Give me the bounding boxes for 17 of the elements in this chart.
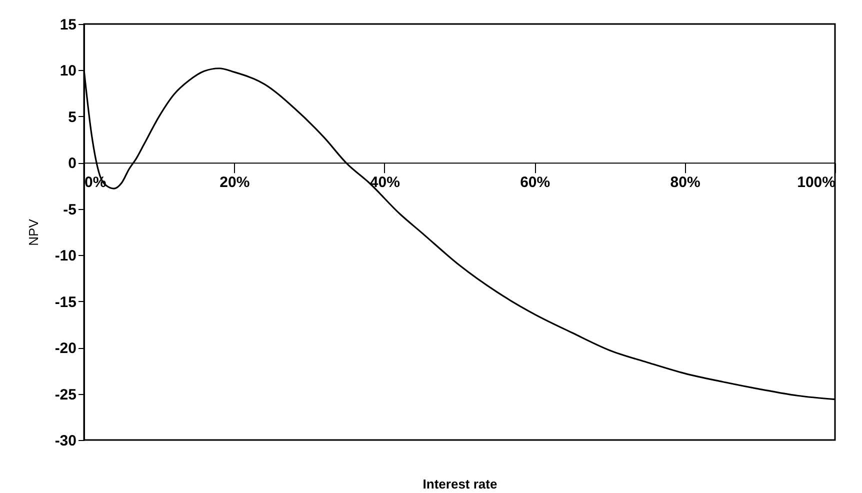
y-tick-label: -20 xyxy=(54,340,76,358)
y-axis-title: NPV xyxy=(26,218,41,246)
y-tick-label: -15 xyxy=(54,294,76,311)
x-tick-label: 40% xyxy=(370,174,400,192)
y-tick-label: 15 xyxy=(60,16,76,34)
y-tick-label: -30 xyxy=(54,432,76,450)
x-tick-label: 100% xyxy=(797,174,836,192)
y-tick-label: 0 xyxy=(68,155,76,172)
y-tick-label: 5 xyxy=(68,108,76,126)
y-tick-label: -10 xyxy=(54,248,76,265)
y-tick-label: -5 xyxy=(63,201,76,218)
x-tick-label: 80% xyxy=(670,174,700,192)
x-tick-label: 60% xyxy=(520,174,550,192)
y-tick-label: -25 xyxy=(54,386,76,404)
y-tick-label: 10 xyxy=(60,62,76,80)
x-tick-label: 20% xyxy=(220,174,250,192)
x-axis-title: Interest rate xyxy=(422,476,498,492)
